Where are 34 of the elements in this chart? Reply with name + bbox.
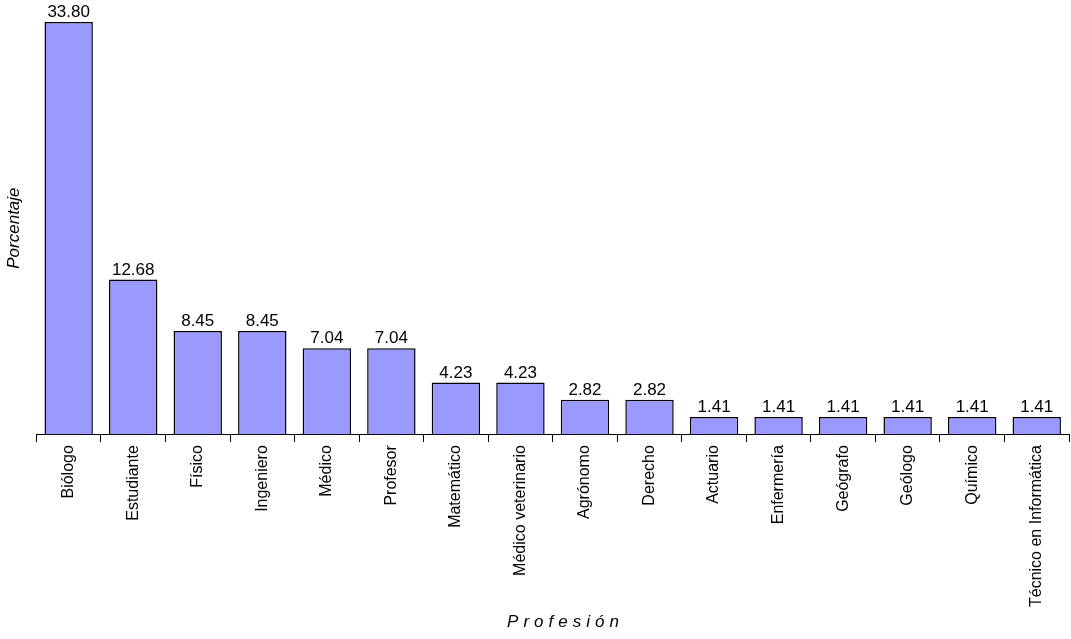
x-tick-label: Biólogo [59, 445, 77, 499]
data-label: 8.45 [181, 311, 215, 331]
data-label: 7.04 [310, 328, 344, 348]
x-tick-label: Estudiante [123, 445, 141, 521]
x-tick-label: Físico [188, 445, 206, 488]
x-tick-label: Actuario [704, 445, 722, 504]
data-label: 33.80 [47, 2, 90, 22]
data-label: 1.41 [826, 397, 860, 417]
data-label: 4.23 [503, 362, 537, 382]
x-tick-label: Médico [317, 445, 335, 497]
data-label: 7.04 [374, 328, 408, 348]
x-tick-label: Derecho [639, 445, 657, 506]
data-label: 12.68 [111, 259, 155, 279]
x-tick-label: Técnico en Informática [1027, 445, 1045, 608]
data-label: 8.45 [245, 311, 279, 331]
x-tick-label: Agrónomo [575, 445, 593, 519]
data-label: 1.41 [955, 397, 989, 417]
data-label: 2.82 [568, 379, 602, 399]
y-axis-title: Porcentaje [3, 187, 23, 269]
x-tick-label: Matemático [446, 445, 464, 528]
x-tick-label: Profesor [381, 444, 399, 506]
x-tick-label: Médico veterinario [510, 445, 528, 576]
x-tick-label: Geógrafo [833, 445, 851, 512]
x-tick-label: Ingeniero [252, 445, 270, 512]
data-label: 4.23 [439, 362, 473, 382]
data-label: 1.41 [1020, 397, 1054, 417]
x-tick-label: Químico [962, 445, 980, 505]
x-tick-label: Enfermería [768, 445, 786, 525]
data-label: 1.41 [697, 397, 731, 417]
x-axis-title: Profesión [506, 612, 625, 632]
data-label: 1.41 [891, 397, 925, 417]
data-label: 1.41 [762, 397, 796, 417]
x-tick-label: Geólogo [898, 445, 916, 506]
data-label: 2.82 [632, 379, 667, 399]
